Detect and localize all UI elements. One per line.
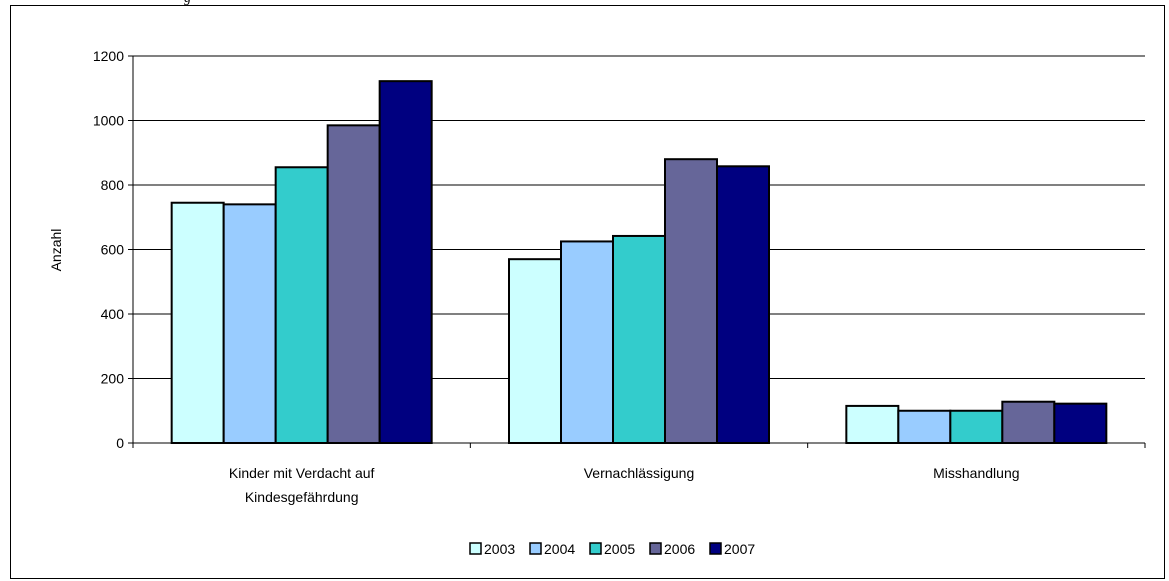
bar xyxy=(560,240,614,444)
legend-swatch xyxy=(529,542,542,555)
bar xyxy=(274,166,329,444)
bars xyxy=(170,80,1108,445)
bar xyxy=(897,409,952,444)
category-labels: Kinder mit Verdacht auf Kindesgefährdung V… xyxy=(229,465,1020,505)
y-tick-label: 600 xyxy=(101,242,125,258)
bar xyxy=(170,201,225,444)
y-tick-label: 1000 xyxy=(93,113,124,129)
top-text-fragment: g xyxy=(184,0,191,7)
bar xyxy=(716,165,770,444)
bar xyxy=(845,404,900,445)
legend-label: 2003 xyxy=(484,541,515,557)
category-label: Misshandlung xyxy=(933,465,1019,481)
bar xyxy=(1053,402,1108,444)
y-tick-label: 200 xyxy=(101,371,125,387)
y-tick-label: 0 xyxy=(116,435,124,451)
bar xyxy=(612,234,666,444)
category-label: Kinder mit Verdacht auf xyxy=(229,465,375,481)
y-axis-title: Anzahl xyxy=(48,229,64,272)
category-label: Vernachlässigung xyxy=(584,465,695,481)
bar xyxy=(508,258,562,444)
legend-swatch xyxy=(469,542,482,555)
legend-label: 2005 xyxy=(604,541,635,557)
legend-swatch xyxy=(589,542,602,555)
y-tick-label: 1200 xyxy=(93,48,124,64)
bar xyxy=(1001,400,1056,444)
bar xyxy=(378,80,433,444)
legend: 2003 2004 2005 2006 2007 xyxy=(469,541,755,557)
y-tick-label: 800 xyxy=(101,177,125,193)
category-label: Kindesgefährdung xyxy=(245,489,359,505)
legend-label: 2007 xyxy=(724,541,755,557)
legend-swatch xyxy=(649,542,662,555)
y-tick-labels: 0 200 400 600 800 1000 1200 xyxy=(93,48,124,451)
bar xyxy=(664,158,718,444)
legend-label: 2004 xyxy=(544,541,575,557)
legend-label: 2006 xyxy=(664,541,695,557)
y-tick-label: 400 xyxy=(101,306,125,322)
chart-frame xyxy=(10,5,1165,579)
bar xyxy=(222,203,277,444)
bar xyxy=(949,409,1004,444)
bar xyxy=(326,124,381,445)
axes xyxy=(128,55,1146,448)
legend-swatch xyxy=(709,542,722,555)
